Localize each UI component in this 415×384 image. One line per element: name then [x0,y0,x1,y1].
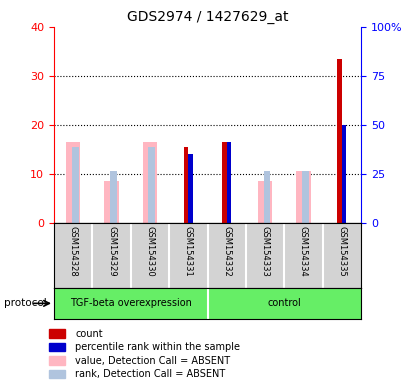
Text: GSM154330: GSM154330 [145,226,154,277]
Bar [302,171,309,223]
Bar [49,329,65,338]
Bar [66,142,81,223]
Text: count: count [75,329,103,339]
Text: TGF-beta overexpression: TGF-beta overexpression [70,298,192,308]
Bar [258,181,272,223]
Bar [49,343,65,351]
Text: value, Detection Call = ABSENT: value, Detection Call = ABSENT [75,356,230,366]
Bar [110,171,117,223]
Bar [184,147,188,223]
Bar [149,147,155,223]
Bar [72,147,78,223]
Text: protocol: protocol [4,298,47,308]
Bar [104,181,119,223]
Bar [222,142,227,223]
Bar [49,370,65,379]
Bar [342,125,347,223]
Text: GSM154335: GSM154335 [337,226,347,277]
Text: rank, Detection Call = ABSENT: rank, Detection Call = ABSENT [75,369,225,379]
Bar [143,142,157,223]
Title: GDS2974 / 1427629_at: GDS2974 / 1427629_at [127,10,288,25]
Text: GSM154333: GSM154333 [261,226,270,277]
Bar [296,171,311,223]
Text: GSM154328: GSM154328 [68,226,78,277]
Bar [227,142,231,223]
Bar [264,171,271,223]
Bar [337,59,342,223]
Text: GSM154329: GSM154329 [107,226,116,276]
Text: GSM154332: GSM154332 [222,226,231,277]
Bar [188,154,193,223]
Text: control: control [267,298,301,308]
Text: GSM154334: GSM154334 [299,226,308,277]
Text: percentile rank within the sample: percentile rank within the sample [75,342,240,352]
Text: GSM154331: GSM154331 [184,226,193,277]
Bar [49,356,65,365]
